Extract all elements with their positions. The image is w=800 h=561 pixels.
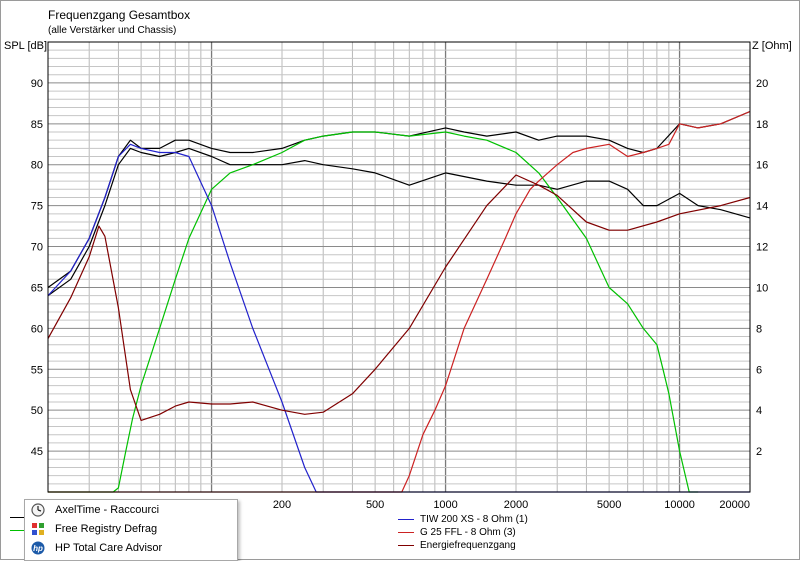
y-tick-label: 85 bbox=[31, 119, 43, 131]
popup-item-axeltime[interactable]: AxelTime - Raccourci bbox=[25, 500, 237, 519]
popup-item-label: AxelTime - Raccourci bbox=[55, 503, 160, 516]
y2-tick-label: 6 bbox=[756, 364, 762, 376]
series-line-3 bbox=[48, 131, 699, 493]
series-line-1 bbox=[47, 110, 751, 288]
y2-tick-label: 10 bbox=[756, 282, 768, 294]
x-tick-label: 500 bbox=[366, 499, 384, 511]
y-tick-label: 50 bbox=[31, 405, 43, 417]
grid bbox=[47, 42, 751, 492]
y-axis-label: SPL [dB] bbox=[4, 40, 48, 52]
chart-subtitle: (alle Verstärker und Chassis) bbox=[48, 25, 177, 36]
y2-tick-label: 16 bbox=[756, 160, 768, 172]
y2-tick-label: 20 bbox=[756, 78, 768, 90]
series-line-4 bbox=[47, 143, 750, 493]
x-tick-label: 2000 bbox=[504, 499, 528, 511]
y2-tick-label: 2 bbox=[756, 446, 762, 458]
hp-icon: hp bbox=[31, 541, 45, 554]
series-line-6 bbox=[47, 174, 751, 421]
popup-item-label: HP Total Care Advisor bbox=[55, 541, 163, 554]
x-tick-label: 10000 bbox=[664, 499, 695, 511]
popup-item-label: Free Registry Defrag bbox=[55, 522, 158, 535]
y-tick-label: 70 bbox=[31, 242, 43, 254]
y-tick-label: 45 bbox=[31, 446, 43, 458]
legend-swatch bbox=[398, 519, 414, 520]
tick-labels: 45 50 55 60 65 70 75 80 85 90 2 4 6 8 10 12 14 16 18 20 200 5… bbox=[31, 78, 769, 511]
shortcut-popup: AxelTime - Raccourci Free Registry Defra… bbox=[24, 499, 238, 561]
legend-label: G 25 FFL - 8 Ohm (3) bbox=[420, 527, 516, 538]
defrag-icon bbox=[32, 522, 44, 535]
legend-item: G 25 FFL - 8 Ohm (3) bbox=[398, 526, 528, 539]
y2-tick-label: 12 bbox=[756, 242, 768, 254]
chart-title: Frequenzgang Gesamtbox bbox=[48, 8, 191, 22]
legend-label: Energiefrequenzgang bbox=[420, 540, 516, 551]
svg-text:hp: hp bbox=[33, 544, 43, 553]
y-tick-label: 60 bbox=[31, 323, 43, 335]
legend-swatch bbox=[398, 545, 414, 546]
y2-tick-label: 4 bbox=[756, 405, 762, 417]
y-tick-label: 90 bbox=[31, 78, 43, 90]
y2-tick-label: 14 bbox=[756, 201, 768, 213]
y2-axis-label: Z [Ohm] bbox=[752, 40, 792, 52]
series-lines bbox=[47, 110, 751, 493]
y2-tick-label: 8 bbox=[756, 323, 762, 335]
series-line-2 bbox=[47, 147, 751, 297]
y-tick-label: 80 bbox=[31, 160, 43, 172]
legend: TIW 200 XS - 8 Ohm (1) G 25 FFL - 8 Ohm … bbox=[398, 513, 528, 552]
y-tick-label: 75 bbox=[31, 201, 43, 213]
x-tick-label: 5000 bbox=[597, 499, 621, 511]
x-tick-label: 200 bbox=[273, 499, 291, 511]
clock-icon bbox=[31, 502, 45, 517]
legend-item: TIW 200 XS - 8 Ohm (1) bbox=[398, 513, 528, 526]
popup-item-registry-defrag[interactable]: Free Registry Defrag bbox=[25, 519, 237, 538]
y2-tick-label: 18 bbox=[756, 119, 768, 131]
legend-item: Energiefrequenzgang bbox=[398, 539, 528, 552]
x-tick-label: 1000 bbox=[433, 499, 457, 511]
y-tick-label: 55 bbox=[31, 364, 43, 376]
legend-swatch bbox=[398, 532, 414, 533]
y-tick-label: 65 bbox=[31, 282, 43, 294]
popup-item-hp-advisor[interactable]: hp HP Total Care Advisor bbox=[25, 538, 237, 557]
legend-swatch-left-2 bbox=[10, 530, 24, 531]
series-line-5 bbox=[48, 110, 751, 493]
plot-border bbox=[47, 41, 751, 493]
legend-swatch-left-1 bbox=[10, 517, 24, 518]
x-tick-label: 20000 bbox=[719, 499, 750, 511]
legend-label: TIW 200 XS - 8 Ohm (1) bbox=[420, 514, 528, 525]
